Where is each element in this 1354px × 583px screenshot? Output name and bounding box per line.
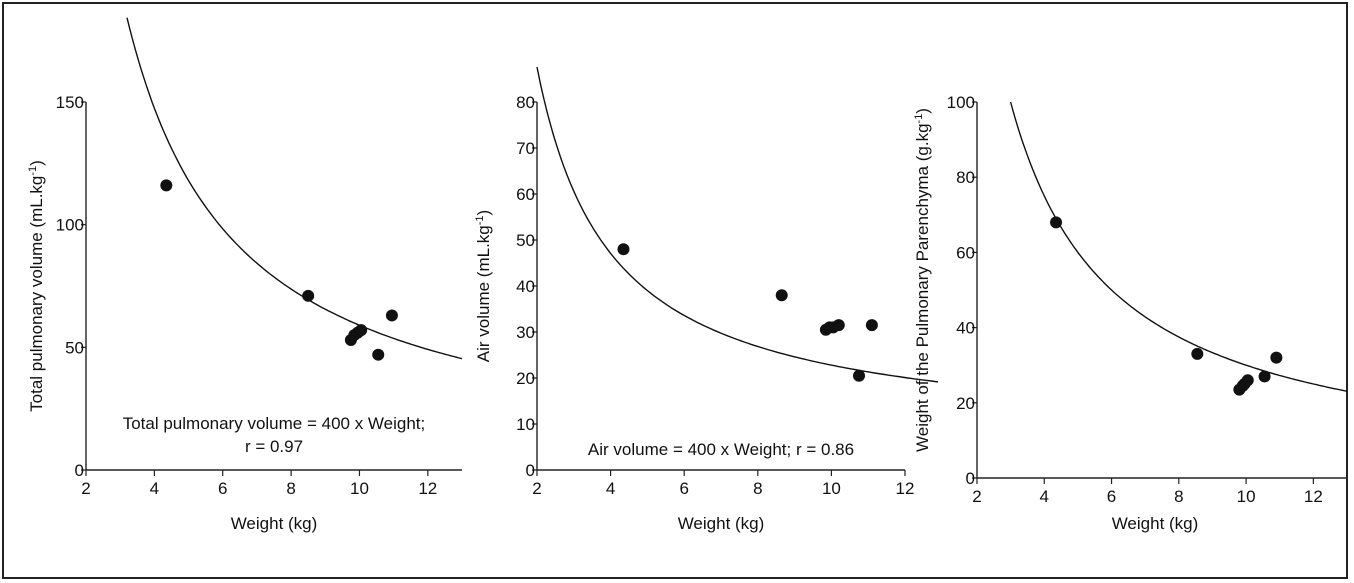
panel-2-data-point [832,319,845,332]
panel-2-y-tick-label: 70 [516,139,535,158]
panel-2-x-tick-label: 4 [606,479,615,498]
panel-1-annotation-line-2: r = 0.97 [245,437,303,456]
panel-2-y-tick-label: 60 [516,185,535,204]
panel-3-x-tick-label: 10 [1237,487,1256,506]
panel-3-data-point [1191,347,1204,360]
panel-2-fit-curve [536,66,939,383]
panel-2-x-label: Weight (kg) [678,514,765,533]
panel-2-x-tick-label: 10 [822,479,841,498]
panel-1-x-tick-label: 8 [286,479,295,498]
panel-3-data-point [1270,351,1283,364]
panel-1-data-point [160,179,173,192]
panel-3-data-point [1050,216,1063,229]
panel-1-x-tick-label: 6 [218,479,227,498]
panel-3-fit-curve [1009,101,1348,392]
panel-3-y-tick-label: 20 [956,394,975,413]
chart-panel-3: 2 4 6 8 10 12 0 20 40 60 80 100 Weight of the Pulmo… [913,93,1348,533]
panel-1-data-point [355,324,368,337]
panel-2-data-point [617,243,630,256]
panel-3-y-tick-label: 0 [966,469,975,488]
chart-panel-1: 2 4 6 8 10 12 0 50 100 150 Total pulmonary volume… [27,17,463,533]
panel-1-annotation-line-1: Total pulmonary volume = 400 x Weight; [123,414,426,433]
panel-2-y-tick-label: 10 [516,415,535,434]
panel-3-data-point [1258,370,1271,383]
panel-2-data-point [853,369,865,382]
panel-1-data-point [372,348,385,361]
panel-3-x-tick-label: 12 [1304,487,1323,506]
panel-2-annotation-line-1: Air volume = 400 x Weight; r = 0.86 [588,440,854,459]
panel-3-x-tick-label: 6 [1107,487,1116,506]
panel-2-x-tick-label: 6 [679,479,688,498]
panel-3-x-tick-label: 4 [1040,487,1049,506]
panel-1-y-tick-label: 0 [75,461,84,480]
panel-3-y-tick-label: 40 [956,319,975,338]
panel-2-y-tick-label: 80 [516,93,535,112]
panel-3-y-label: Weight of the Pulmonary Parenchyma (g.kg… [913,108,932,452]
panel-3-x-tick-label: 8 [1174,487,1183,506]
panel-3-data-point [1241,374,1254,387]
panel-1-x-tick-label: 4 [150,479,159,498]
panel-1-data-point [385,309,398,322]
panel-3-x-label: Weight (kg) [1112,514,1199,533]
panel-3-y-tick-label: 60 [956,243,975,262]
panel-1-x-tick-label: 10 [350,479,369,498]
panel-2-y-tick-label: 20 [516,369,535,388]
panel-2-x-tick-label: 8 [753,479,762,498]
panel-2-data-point [865,319,878,332]
chart-panel-2: 2 4 6 8 10 12 0 10 20 30 40 50 60 70 80 Air volume (mL… [474,66,939,533]
panel-2-y-label: Air volume (mL.kg-1) [474,210,493,362]
panel-2-data-point [775,289,788,302]
panel-1-x-tick-label: 12 [418,479,437,498]
panel-3-y-tick-label: 100 [947,93,975,112]
panel-2-x-tick-label: 2 [532,479,541,498]
panel-3-y-tick-label: 80 [956,168,975,187]
panel-1-y-tick-label: 50 [65,338,84,357]
panel-2-y-tick-label: 50 [516,231,535,250]
panel-1-y-tick-label: 150 [56,93,84,112]
panel-1-data-point [302,289,315,302]
panel-2-y-tick-label: 0 [526,461,535,480]
panel-1-y-label: Total pulmonary volume (mL.kg-1) [27,160,46,412]
panel-1-x-tick-label: 2 [81,479,90,498]
panel-2-y-tick-label: 40 [516,277,535,296]
panel-1-y-tick-label: 100 [56,216,84,235]
panel-2-y-tick-label: 30 [516,323,535,342]
panel-2-x-tick-label: 12 [896,479,915,498]
panel-1-x-label: Weight (kg) [231,514,318,533]
panel-3-x-tick-label: 2 [972,487,981,506]
panel-1-fit-curve [126,17,463,360]
